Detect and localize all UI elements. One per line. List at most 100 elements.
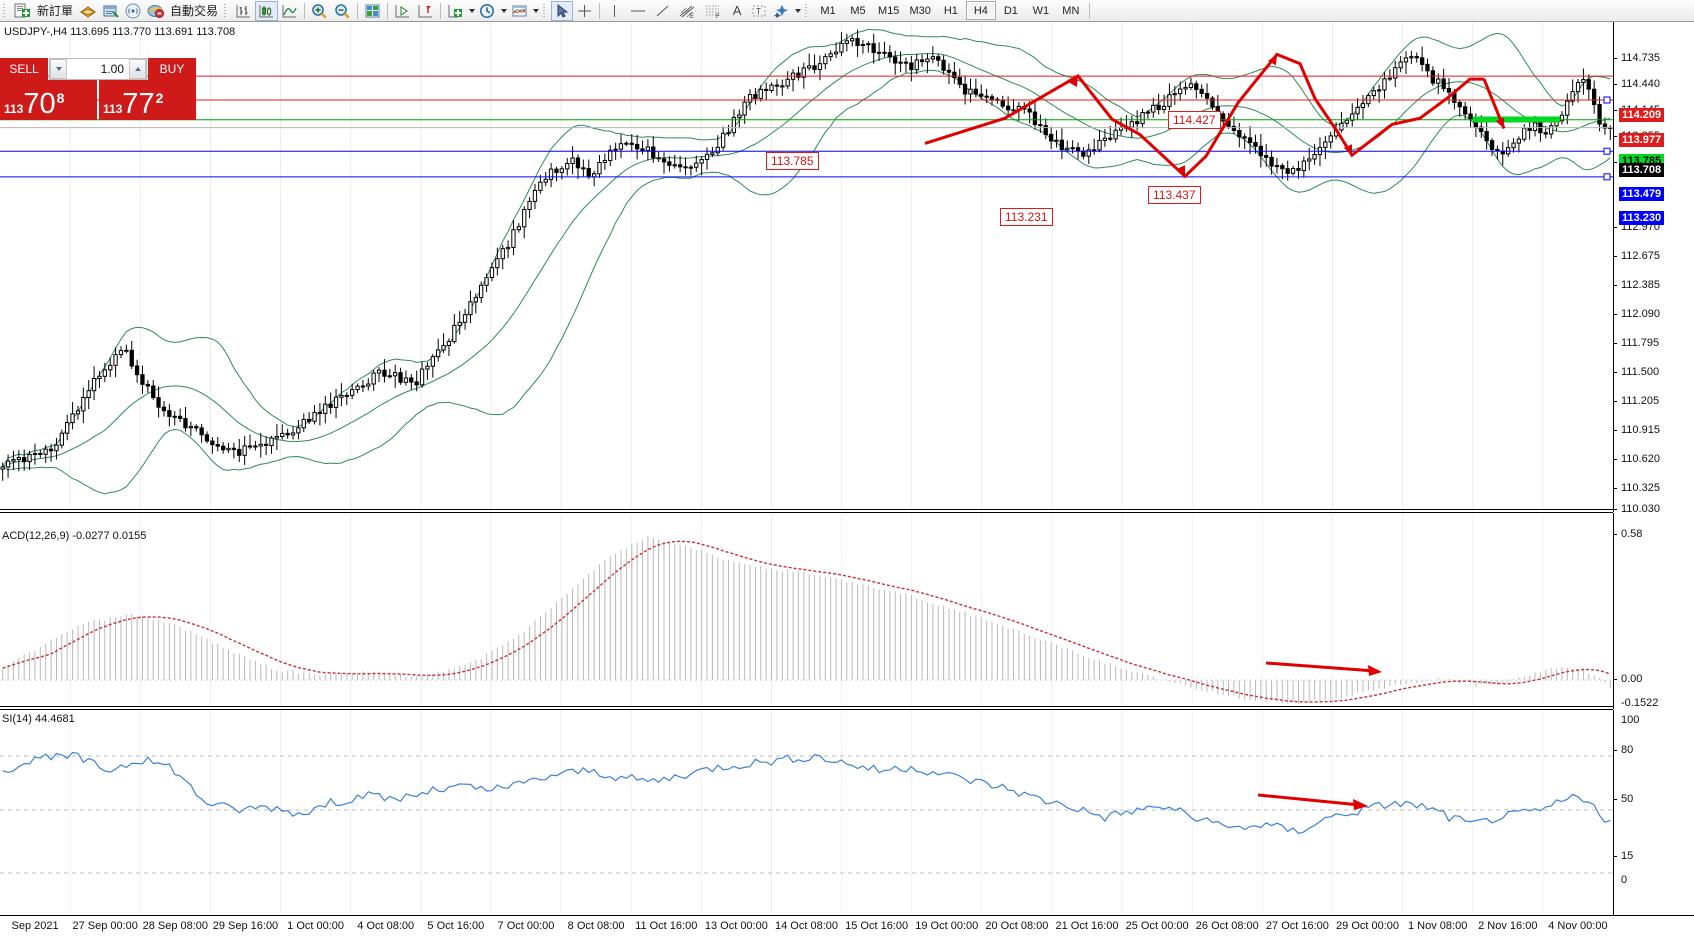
timeframe-h4[interactable]: H4 [965,1,996,20]
rsi-axis[interactable]: 100 80 50 15 0 [1613,710,1694,915]
signals-icon[interactable] [122,1,144,21]
price-tick [1613,162,1617,163]
price-pane[interactable] [0,22,1613,509]
toolbar-grip-2[interactable] [223,1,231,20]
time-axis-label: 4 Nov 00:00 [1548,920,1608,932]
periods-icon[interactable] [476,1,499,21]
autotrading-icon[interactable] [144,1,167,21]
bar-chart-icon[interactable] [232,1,255,21]
indicators-icon[interactable] [444,1,467,21]
timeframe-mn[interactable]: MN [1062,4,1080,17]
rsi-pane[interactable] [0,710,1613,915]
objects-icon[interactable] [770,1,793,21]
time-axis-label: 11 Oct 16:00 [635,920,698,932]
time-axis-label: 20 Oct 08:00 [985,920,1049,932]
time-axis-label: Sep 2021 [11,920,59,932]
price-chart-svg [0,22,1613,509]
vertical-line-icon[interactable] [603,1,625,21]
annotation-114427[interactable]: 114.427 [1168,111,1221,129]
crosshair-icon[interactable] [573,1,596,21]
one-click-trading-panel[interactable]: SELL 1.00 BUY 113 70 8 113 77 2 [0,58,196,120]
expert-advisor-icon[interactable] [76,1,100,21]
zoom-out-icon[interactable] [331,1,354,21]
chart-shift-icon[interactable] [414,1,437,21]
time-axis-label: 21 Oct 16:00 [1055,920,1119,932]
grid-icon[interactable] [361,1,384,21]
sell-price-display[interactable]: 113 70 8 [0,80,97,120]
price-axis-line [1613,22,1614,512]
periods-dropdown-caret[interactable] [499,8,508,13]
price-axis-label: 112.675 [1621,250,1660,262]
macd-axis-label-neg: -0.1522 [1621,697,1659,709]
objects-dropdown-caret[interactable] [793,8,802,13]
price-axis-label: 112.385 [1621,279,1660,291]
trendline-icon[interactable] [651,1,674,21]
timeframe-w1[interactable]: W1 [1032,4,1050,17]
annotation-113231[interactable]: 113.231 [1000,208,1053,226]
timeframe-h1[interactable]: H1 [943,4,958,17]
volume-increment-button[interactable] [129,59,146,79]
cursor-icon[interactable] [551,0,574,21]
sell-price-integer: 113 [4,102,24,116]
timeframe-m15[interactable]: M15 [878,4,900,17]
toolbar-grip[interactable] [2,1,9,20]
symbol-info-line: USDJPY-,H4 113.695 113.770 113.691 113.7… [4,26,236,38]
volume-decrement-button[interactable] [50,59,67,79]
rsi-tick-15 [1613,856,1617,857]
rsi-label: SI(14) 44.4681 [2,713,75,725]
macd-axis[interactable]: 0.58 0.00 -0.1522 [1613,513,1694,709]
chart-container[interactable]: USDJPY-,H4 113.695 113.770 113.691 113.7… [0,22,1694,938]
price-axis-label: 114.735 [1621,52,1660,64]
time-axis-label: 27 Sep 00:00 [72,920,138,932]
timeframe-m5[interactable]: M5 [850,4,866,17]
annotation-113785[interactable]: 113.785 [766,152,819,170]
volume-stepper[interactable]: 1.00 [49,58,147,80]
sell-price-main: 70 [23,88,56,120]
equidistant-channel-icon[interactable]: E [674,1,700,21]
price-pane-bottom-border [0,509,1613,510]
rsi-tick-50 [1613,799,1617,800]
macd-axis-label-058: 0.58 [1621,528,1643,540]
macd-pane[interactable] [0,513,1613,706]
price-tick [1613,401,1617,402]
sell-button[interactable]: SELL [0,58,48,80]
zoom-in-icon[interactable] [308,1,331,21]
buy-price-display[interactable]: 113 77 2 [99,80,196,120]
toolbar-grip-3[interactable] [542,1,550,20]
fibonacci-icon[interactable]: F [700,1,726,21]
price-axis-label: 112.090 [1621,308,1660,320]
buy-button[interactable]: BUY [148,58,196,80]
autoscroll-icon[interactable] [391,1,414,21]
price-axis[interactable]: 114.735114.440114.145113.855113.560112.9… [1613,22,1694,515]
new-order-label[interactable]: 新訂單 [37,4,74,18]
price-tick [1613,58,1617,59]
toolbar-separator-5 [599,2,601,19]
text-icon[interactable]: A [732,3,742,18]
time-axis-label: 25 Oct 00:00 [1125,920,1189,932]
horizontal-line-icon[interactable] [625,1,651,21]
new-order-icon[interactable] [11,1,34,21]
templates-dropdown-caret[interactable] [531,8,540,13]
time-axis[interactable]: Sep 2021 27 Sep 00:00 28 Sep 08:00 29 Sep 1… [0,915,1694,938]
candlestick-chart-icon[interactable] [255,0,279,21]
data-window-icon[interactable] [100,1,122,21]
timeframe-d1[interactable]: D1 [1003,4,1018,17]
price-tick [1613,488,1617,489]
indicators-dropdown-caret[interactable] [467,8,476,13]
autotrading-label[interactable]: 自動交易 [170,4,219,18]
toolbar-separator-2 [357,2,359,19]
volume-value[interactable]: 1.00 [100,62,124,76]
timeframe-m1[interactable]: M1 [820,4,836,17]
time-axis-label: 1 Nov 08:00 [1408,920,1468,932]
line-chart-icon[interactable] [278,1,301,21]
time-axis-label: 14 Oct 08:00 [775,920,838,932]
templates-icon[interactable] [508,1,531,21]
text-label-icon[interactable]: T [748,1,770,21]
macd-tick [1613,534,1617,535]
price-tick [1613,227,1617,228]
macd-pane-bottom-border-2 [0,709,1613,710]
toolbar-grip-4[interactable] [804,1,812,20]
annotation-113437[interactable]: 113.437 [1148,186,1201,204]
time-axis-label: 5 Oct 16:00 [427,920,485,932]
timeframe-m30[interactable]: M30 [909,4,931,17]
